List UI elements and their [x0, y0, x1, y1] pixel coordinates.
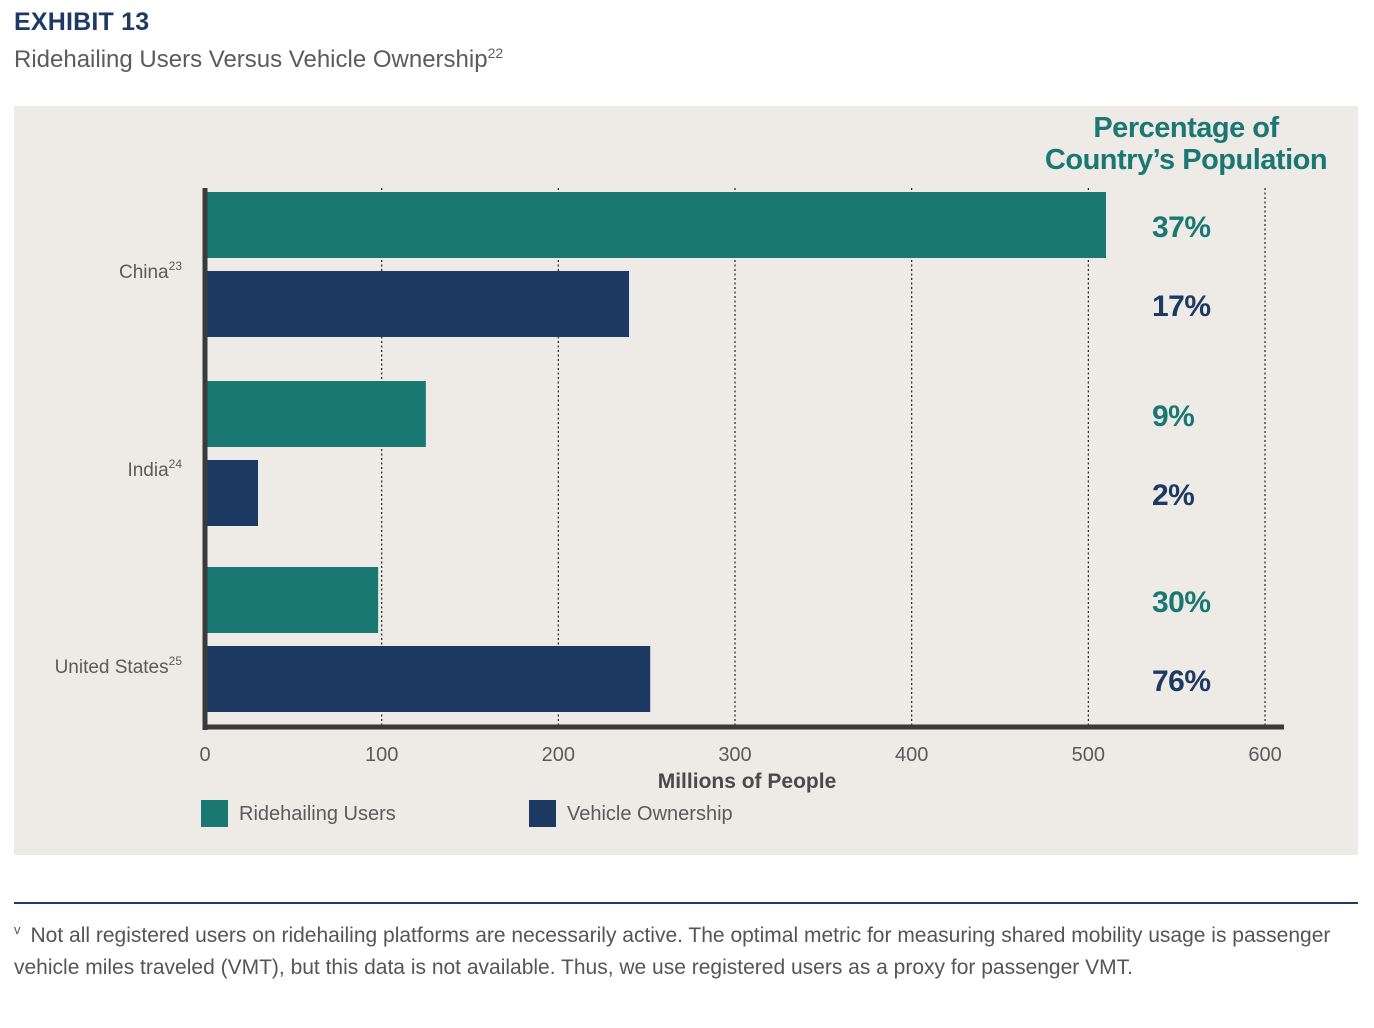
legend-swatch — [201, 800, 228, 827]
bar — [205, 646, 651, 712]
bar — [205, 192, 1107, 258]
bar — [205, 271, 630, 337]
percent-label: 2% — [1152, 479, 1194, 512]
category-ref: 24 — [169, 457, 183, 471]
subtitle-ref: 22 — [487, 45, 504, 61]
x-axis-title: Millions of People — [658, 770, 837, 793]
percent-label: 37% — [1152, 211, 1211, 244]
legend-label: Vehicle Ownership — [567, 803, 733, 825]
subtitle-text: Ridehailing Users Versus Vehicle Ownersh… — [14, 46, 488, 73]
legend-label: Ridehailing Users — [239, 803, 396, 825]
x-tick-label: 500 — [1072, 744, 1105, 766]
bar — [205, 567, 379, 633]
category-name: India — [127, 460, 169, 481]
category-name: United States — [55, 657, 169, 678]
percent-header-line: Percentage of — [1093, 112, 1279, 144]
category-ref: 25 — [169, 654, 183, 668]
x-tick-label: 100 — [365, 744, 398, 766]
x-tick-label: 300 — [718, 744, 751, 766]
chart-panel: 37% 9% 30% 17% 2% 76% 0 100 200 300 400 500 600 Milli… — [14, 106, 1358, 855]
footnote: v Not all registered users on ridehailing… — [14, 914, 1334, 984]
x-tick-label: 0 — [199, 744, 210, 766]
bar-chart: 37% 9% 30% 17% 2% 76% 0 100 200 300 400 500 600 Milli… — [55, 112, 1328, 827]
x-tick-label: 600 — [1248, 744, 1281, 766]
percent-label: 76% — [1152, 665, 1211, 698]
footer-rule — [14, 902, 1358, 904]
category-label: China23 — [119, 259, 182, 283]
percent-label: 17% — [1152, 290, 1211, 323]
x-tick-label: 400 — [895, 744, 928, 766]
category-name: China — [119, 262, 169, 283]
bar — [205, 381, 426, 447]
x-tick-label: 200 — [542, 744, 575, 766]
exhibit-label: EXHIBIT 13 — [14, 8, 150, 36]
bar — [205, 460, 259, 526]
chart-subtitle: Ridehailing Users Versus Vehicle Ownersh… — [14, 46, 503, 74]
category-label: United States25 — [55, 654, 183, 678]
percent-header-line: Country’s Population — [1045, 144, 1327, 176]
category-ref: 23 — [169, 259, 183, 273]
legend-swatch — [529, 800, 556, 827]
percent-label: 30% — [1152, 586, 1211, 619]
percent-label: 9% — [1152, 400, 1194, 433]
footnote-text: Not all registered users on ridehailing … — [14, 924, 1331, 979]
category-label: India24 — [127, 457, 182, 481]
footnote-marker: v — [14, 922, 21, 937]
